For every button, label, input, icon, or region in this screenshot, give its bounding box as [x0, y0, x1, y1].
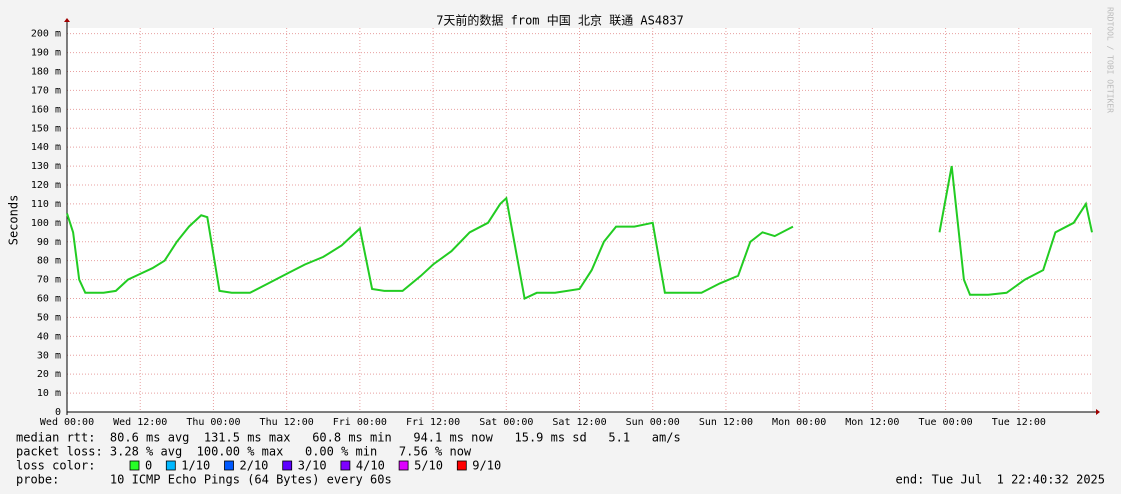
- legend-label: 0: [145, 459, 152, 473]
- x-tick-label: Sat 00:00: [479, 417, 533, 428]
- loss-title: loss color:: [16, 459, 95, 473]
- legend-swatch: [165, 460, 176, 471]
- y-tick-label: 170 m: [31, 85, 61, 96]
- probe: probe: 10 ICMP Echo Pings (64 Bytes) eve…: [16, 473, 392, 487]
- axis-arrow: [1096, 409, 1100, 415]
- x-tick-label: Fri 12:00: [406, 417, 460, 428]
- legend-label: 3/10: [298, 459, 327, 473]
- x-tick-label: Mon 12:00: [845, 417, 899, 428]
- x-tick-label: Sun 12:00: [699, 417, 753, 428]
- y-tick-label: 30 m: [37, 350, 61, 361]
- y-tick-label: 160 m: [31, 104, 61, 115]
- y-tick-label: 50 m: [37, 312, 61, 323]
- y-tick-label: 110 m: [31, 199, 61, 210]
- axis-arrow: [64, 18, 70, 22]
- y-tick-label: 150 m: [31, 123, 61, 134]
- stats-line: median rtt: 80.6 ms avg 131.5 ms max 60.…: [16, 431, 681, 445]
- x-tick-label: Fri 00:00: [333, 417, 387, 428]
- y-tick-label: 130 m: [31, 161, 61, 172]
- y-tick-label: 0: [55, 407, 61, 418]
- legend-swatch: [340, 460, 351, 471]
- legend-label: 4/10: [356, 459, 385, 473]
- y-tick-label: 190 m: [31, 48, 61, 59]
- legend-label: 5/10: [414, 459, 443, 473]
- x-tick-label: Wed 12:00: [113, 417, 167, 428]
- y-tick-label: 100 m: [31, 218, 61, 229]
- y-tick-label: 20 m: [37, 369, 61, 380]
- y-tick-label: 40 m: [37, 331, 61, 342]
- legend-swatch: [282, 460, 293, 471]
- y-tick-label: 60 m: [37, 294, 61, 305]
- legend-label: 1/10: [181, 459, 210, 473]
- y-tick-label: 80 m: [37, 256, 61, 267]
- end-time: end: Tue Jul 1 22:40:32 2025: [895, 473, 1105, 487]
- y-tick-label: 70 m: [37, 275, 61, 286]
- y-tick-label: 120 m: [31, 180, 61, 191]
- y-tick-label: 180 m: [31, 67, 61, 78]
- legend-swatch: [456, 460, 467, 471]
- stats-line: packet loss: 3.28 % avg 100.00 % max 0.0…: [16, 445, 472, 459]
- legend-swatch: [129, 460, 140, 471]
- legend-swatch: [398, 460, 409, 471]
- x-tick-label: Wed 00:00: [40, 417, 94, 428]
- y-axis-label: Seconds: [7, 195, 21, 246]
- x-tick-label: Tue 00:00: [918, 417, 972, 428]
- legend-label: 9/10: [472, 459, 501, 473]
- chart-title: 7天前的数据 from 中国 北京 联通 AS4837: [436, 13, 684, 28]
- y-tick-label: 10 m: [37, 388, 61, 399]
- x-tick-label: Mon 00:00: [772, 417, 826, 428]
- x-tick-label: Sun 00:00: [626, 417, 680, 428]
- median-line: [66, 165, 1093, 300]
- legend-label: 2/10: [240, 459, 269, 473]
- x-tick-label: Thu 12:00: [260, 417, 314, 428]
- legend-swatch: [224, 460, 234, 471]
- y-tick-label: 90 m: [37, 237, 61, 248]
- x-tick-label: Thu 00:00: [186, 417, 240, 428]
- y-tick-label: 200 m: [31, 29, 61, 40]
- x-tick-label: Sat 12:00: [552, 417, 606, 428]
- side-label: RRDTOOL / TOBI OETIKER: [1106, 7, 1115, 113]
- x-tick-label: Tue 12:00: [992, 417, 1046, 428]
- y-tick-label: 140 m: [31, 142, 61, 153]
